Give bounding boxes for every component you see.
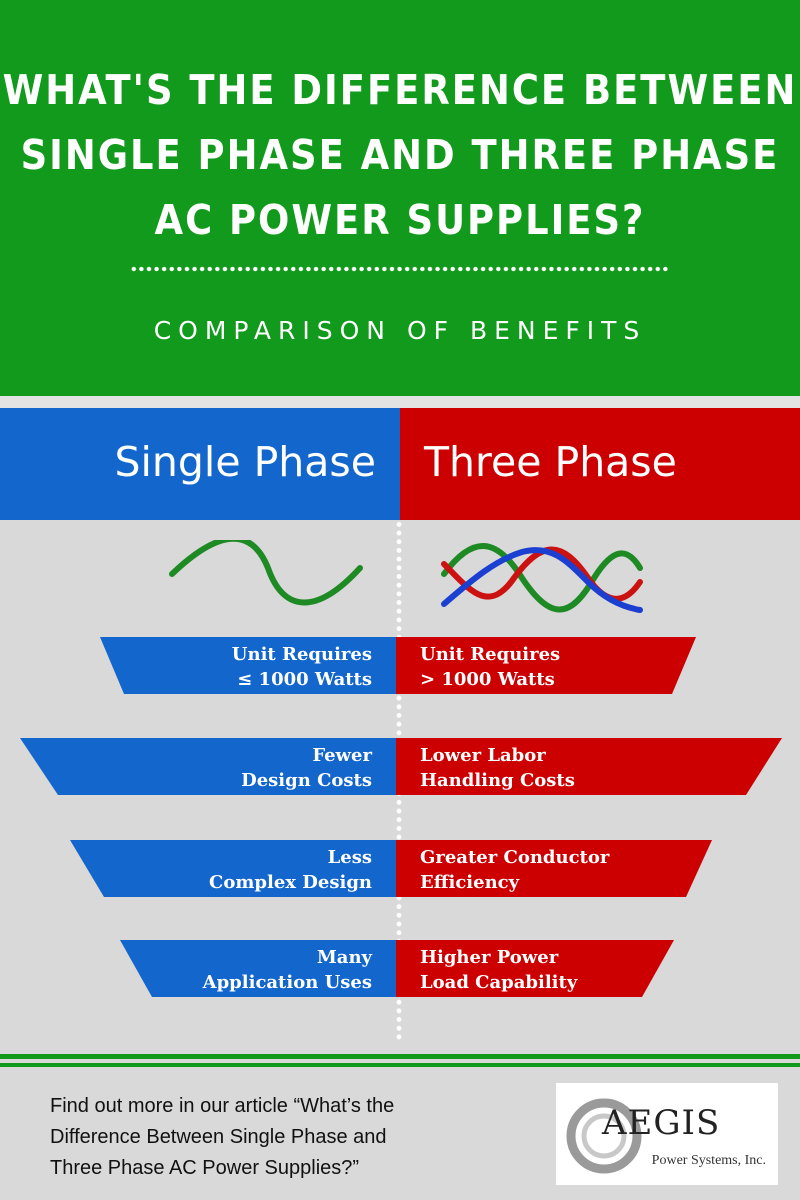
- benefit-text: Unit Requires > 1000 Watts: [420, 644, 561, 690]
- three-phase-header: Three Phase: [400, 408, 800, 520]
- single-phase-wave: [169, 540, 363, 606]
- dotted-divider: [130, 266, 668, 272]
- benefit-text: Higher Power Load Capability: [420, 947, 578, 993]
- single-phase-benefit-3: Less Complex Design: [70, 840, 396, 897]
- page-title: WHAT'S THE DIFFERENCE BETWEEN SINGLE PHA…: [0, 58, 800, 253]
- phase-wave-green: [441, 543, 643, 613]
- three-phase-benefit-2: Lower Labor Handling Costs: [396, 738, 782, 795]
- three-phase-wave-icon: [441, 543, 643, 613]
- swoosh-logo-icon: [566, 1098, 642, 1174]
- benefit-text: Less Complex Design: [209, 847, 372, 893]
- three-phase-benefit-1: Unit Requires > 1000 Watts: [396, 637, 696, 694]
- footer-rule: [0, 1063, 800, 1067]
- benefit-text: Many Application Uses: [202, 947, 372, 993]
- benefit-text: Greater Conductor Efficiency: [420, 847, 610, 893]
- three-phase-benefit-3: Greater Conductor Efficiency: [396, 840, 712, 897]
- sine-wave-icon: [169, 540, 363, 606]
- aegis-logo: AEGIS Power Systems, Inc.: [556, 1083, 778, 1185]
- single-phase-benefit-4: Many Application Uses: [120, 940, 396, 997]
- three-phase-benefit-4: Higher Power Load Capability: [396, 940, 674, 997]
- benefit-text: Fewer Design Costs: [241, 745, 372, 791]
- separator-band: [0, 396, 800, 408]
- subtitle: COMPARISON OF BENEFITS: [153, 316, 647, 345]
- single-phase-benefit-1: Unit Requires ≤ 1000 Watts: [100, 637, 396, 694]
- single-phase-label: Single Phase: [114, 438, 377, 486]
- three-phase-label: Three Phase: [424, 438, 677, 486]
- footer-rule: [0, 1054, 800, 1059]
- logo-tagline: Power Systems, Inc.: [651, 1153, 766, 1168]
- single-phase-header: Single Phase: [0, 408, 400, 520]
- title-line: SINGLE PHASE AND THREE PHASE: [20, 131, 780, 179]
- benefit-text: Unit Requires ≤ 1000 Watts: [231, 644, 372, 690]
- phase-wave-blue: [441, 547, 643, 613]
- title-line: WHAT'S THE DIFFERENCE BETWEEN: [2, 66, 798, 114]
- logo-wordmark: AEGIS: [602, 1103, 721, 1143]
- title-banner: WHAT'S THE DIFFERENCE BETWEEN SINGLE PHA…: [0, 0, 800, 396]
- single-phase-benefit-2: Fewer Design Costs: [20, 738, 396, 795]
- article-callout[interactable]: Find out more in our article “What’s the…: [50, 1095, 395, 1179]
- title-line: AC POWER SUPPLIES?: [154, 196, 646, 244]
- benefit-text: Lower Labor Handling Costs: [420, 745, 575, 791]
